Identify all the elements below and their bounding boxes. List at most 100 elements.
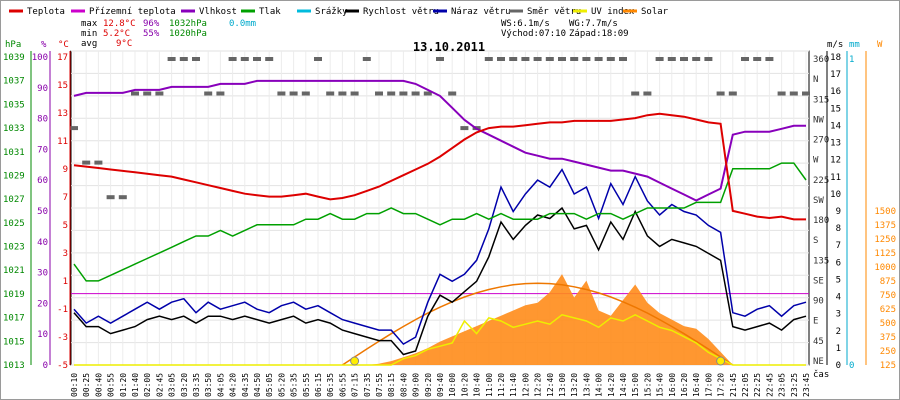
wind-direction-point [448, 91, 457, 96]
ms-axis-unit: m/s [827, 40, 843, 50]
direction-tick-label: NW [813, 115, 824, 125]
direction-tick-label: 315 [813, 95, 829, 105]
w-tick-label: 1250 [874, 235, 896, 245]
w-tick-label: 625 [880, 305, 896, 315]
legend-label: Přízemní teplota [89, 7, 176, 17]
wind-direction-point [387, 91, 396, 96]
ms-tick-label: 10 [830, 190, 841, 200]
ms-tick-label: 18 [830, 53, 841, 63]
wind-direction-point [765, 57, 774, 61]
wind-direction-point [436, 57, 444, 61]
wind-direction-point [204, 91, 213, 96]
x-tick-label: 15:00 [631, 373, 640, 397]
ms-tick-label: 2 [836, 327, 841, 337]
x-tick-label: 05:55 [302, 373, 311, 397]
ms-tick-label: 17 [830, 70, 841, 80]
temp-tick-label: -3 [57, 333, 68, 343]
wind-direction-point [265, 57, 274, 61]
temp-tick-label: -1 [57, 305, 68, 315]
x-tick-label: 14:20 [607, 373, 616, 397]
x-tick-label: 05:35 [290, 373, 299, 397]
wind-direction-point [179, 57, 188, 61]
hpa-tick-label: 1023 [3, 243, 25, 253]
hpa-tick-label: 1027 [3, 195, 25, 205]
wind-direction-point [631, 91, 640, 96]
summary-max-humidity: 96% [143, 19, 160, 29]
temp-tick-label: 7 [63, 193, 68, 203]
temp-tick-label: 13 [57, 109, 68, 119]
wind-direction-point [558, 57, 566, 61]
wind-direction-point [741, 57, 749, 61]
summary-wind-gust: WG:7.7m/s [569, 19, 618, 29]
w-tick-label: 875 [880, 277, 896, 287]
sunset-marker [716, 356, 726, 366]
wind-direction-point [680, 57, 688, 61]
wind-direction-point [545, 57, 554, 61]
solar-theoretical-line [341, 282, 734, 366]
x-tick-label: 00:40 [94, 373, 103, 397]
x-tick-label: 16:00 [668, 373, 677, 397]
wind-direction-point [375, 91, 383, 96]
legend-label: Náraz větru [451, 7, 511, 17]
temp-tick-label: 9 [63, 165, 68, 175]
wind-direction-point [240, 57, 249, 61]
x-tick-label: 14:00 [595, 373, 604, 397]
ms-tick-label: 12 [830, 156, 841, 166]
x-tick-label: 07:55 [375, 373, 384, 397]
x-tick-label: 23:45 [802, 373, 811, 397]
x-tick-label: 13:40 [582, 373, 591, 397]
hpa-tick-label: 1025 [3, 219, 25, 229]
x-tick-label: 07:35 [363, 373, 372, 397]
w-tick-label: 750 [880, 291, 896, 301]
direction-tick-label: 90 [813, 297, 824, 307]
direction-tick-label: SW [813, 196, 824, 206]
temp-axis-unit: °C [58, 40, 69, 50]
wind-direction-point [777, 91, 786, 96]
w-tick-label: 500 [880, 319, 896, 329]
wind-direction-point [423, 91, 432, 96]
wind-direction-point [277, 91, 286, 96]
legend-label: Vlhkost [199, 7, 237, 17]
w-tick-label: 125 [880, 361, 896, 371]
x-tick-label: 17:00 [704, 373, 713, 397]
pct-tick-label: 60 [37, 176, 48, 186]
direction-tick-label: 270 [813, 136, 829, 146]
wind-direction-point [167, 57, 176, 61]
uv-index-line [74, 313, 806, 366]
wind-direction-point [497, 57, 505, 61]
w-axis-unit: W [877, 40, 883, 50]
x-tick-label: 22:45 [765, 373, 774, 397]
ms-tick-label: 3 [836, 310, 841, 320]
wind-direction-point [484, 57, 493, 61]
x-tick-label: 05:20 [277, 373, 286, 397]
ms-tick-label: 5 [836, 275, 841, 285]
x-tick-label: 04:50 [253, 373, 262, 397]
pct-axis-unit: % [41, 40, 47, 50]
wind-direction-point [789, 91, 798, 96]
wind-direction-point [655, 57, 664, 61]
wind-direction-point [192, 57, 200, 61]
x-tick-label: 13:00 [558, 373, 567, 397]
x-tick-label: 15:40 [656, 373, 665, 397]
pct-tick-label: 90 [37, 84, 48, 94]
wind-direction-point [594, 57, 603, 61]
x-tick-label: 17:20 [717, 373, 726, 397]
x-tick-label: 06:15 [314, 373, 323, 397]
x-tick-label: 08:40 [399, 373, 408, 397]
x-tick-label: 10:40 [473, 373, 482, 397]
wind-direction-point [350, 91, 359, 96]
wind-gust-line [73, 168, 807, 346]
wind-direction-point [643, 91, 652, 96]
ms-tick-label: 1 [836, 344, 841, 354]
x-tick-label: 09:40 [436, 373, 445, 397]
x-tick-label: 15:20 [643, 373, 652, 397]
x-tick-label: 09:20 [424, 373, 433, 397]
wind-direction-point [582, 57, 591, 61]
wind-direction-point [399, 91, 408, 96]
x-tick-label: 23:25 [790, 373, 799, 397]
x-tick-label: 14:40 [619, 373, 628, 397]
x-tick-label: 00:55 [107, 373, 116, 397]
x-tick-label: 12:00 [521, 373, 530, 397]
pct-tick-label: 70 [37, 145, 48, 155]
